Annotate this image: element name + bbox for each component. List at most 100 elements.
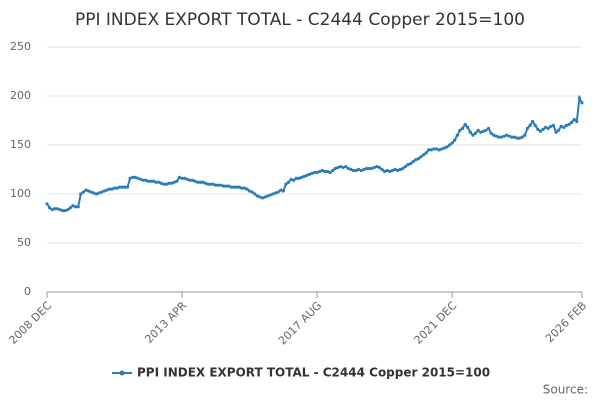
data-point <box>255 194 259 198</box>
data-point <box>383 169 387 174</box>
x-tick-label: 2026 FEB <box>543 299 589 345</box>
data-point <box>385 168 389 173</box>
data-point <box>580 101 584 105</box>
data-point <box>479 130 483 134</box>
data-point <box>505 133 509 137</box>
data-point <box>424 151 428 155</box>
data-point <box>188 178 192 182</box>
data-point <box>466 125 470 129</box>
data-point <box>193 179 197 183</box>
data-point <box>338 164 343 169</box>
data-point <box>473 131 478 135</box>
data-point <box>175 179 179 183</box>
data-point <box>346 166 350 171</box>
legend-label: PPI INDEX EXPORT TOTAL - C2444 Copper 20… <box>137 366 490 380</box>
data-point <box>362 167 366 172</box>
data-point <box>507 134 511 138</box>
data-point <box>138 177 143 181</box>
y-tick-label: 100 <box>10 187 31 200</box>
data-point <box>190 178 195 182</box>
data-point <box>97 191 101 195</box>
data-point <box>128 176 132 180</box>
data-point <box>107 187 111 191</box>
data-point <box>445 145 449 149</box>
data-point <box>518 136 522 140</box>
data-point <box>481 129 485 133</box>
data-point <box>214 183 218 187</box>
data-point <box>403 164 407 169</box>
data-point <box>310 171 314 176</box>
data-point <box>455 133 459 137</box>
data-point <box>227 184 231 188</box>
data-point <box>398 167 402 172</box>
data-point <box>281 189 285 193</box>
data-point <box>68 206 72 210</box>
data-point <box>299 175 304 179</box>
data-point <box>502 134 506 138</box>
data-point <box>245 187 249 191</box>
data-point <box>476 128 480 132</box>
data-point <box>312 170 317 175</box>
data-point <box>162 182 166 186</box>
data-point <box>523 133 527 137</box>
chart-title: PPI INDEX EXPORT TOTAL - C2444 Copper 20… <box>75 10 525 30</box>
data-point <box>401 166 405 171</box>
data-point <box>408 162 413 166</box>
data-point <box>510 135 514 139</box>
data-point <box>102 189 106 193</box>
data-point <box>154 180 158 184</box>
data-point <box>341 165 345 170</box>
data-point <box>414 158 418 162</box>
data-point <box>79 192 83 196</box>
data-point <box>196 180 200 184</box>
data-point <box>489 131 493 135</box>
data-point <box>105 188 109 192</box>
data-point <box>250 190 254 194</box>
data-point <box>538 129 543 133</box>
data-point <box>81 190 85 194</box>
data-point <box>242 186 246 190</box>
data-point <box>434 147 439 151</box>
x-tick-label: 2008 DEC <box>6 299 54 347</box>
data-point <box>284 182 288 186</box>
data-point <box>367 166 371 171</box>
data-point <box>279 188 283 192</box>
data-point <box>396 168 400 173</box>
data-point <box>99 190 104 194</box>
data-point <box>289 177 293 181</box>
data-point <box>118 185 122 189</box>
data-point <box>447 143 452 147</box>
data-point <box>577 96 582 100</box>
data-point <box>120 185 124 189</box>
data-point <box>167 181 171 185</box>
data-point <box>323 169 327 174</box>
data-point <box>136 176 140 180</box>
data-point <box>71 204 75 208</box>
data-point <box>554 130 558 134</box>
data-point <box>494 134 498 138</box>
y-tick-label: 200 <box>10 89 31 102</box>
data-point <box>260 196 265 200</box>
y-tick-label: 250 <box>10 40 31 53</box>
data-point <box>377 165 382 170</box>
data-point <box>84 188 88 192</box>
data-point <box>406 163 410 167</box>
x-tick-label: 2013 APR <box>142 299 189 346</box>
data-point <box>536 127 540 131</box>
data-point <box>421 153 426 157</box>
data-point <box>328 170 332 175</box>
data-point <box>45 202 49 206</box>
data-point <box>273 191 278 195</box>
data-point <box>520 135 524 139</box>
data-point <box>572 117 576 122</box>
data-point <box>229 185 233 189</box>
data-point <box>146 179 150 183</box>
data-point <box>551 123 556 127</box>
data-point <box>372 165 376 170</box>
data-point <box>268 193 272 197</box>
data-point <box>271 192 275 196</box>
data-point <box>393 167 397 172</box>
data-point <box>203 181 208 185</box>
data-point <box>47 206 52 210</box>
